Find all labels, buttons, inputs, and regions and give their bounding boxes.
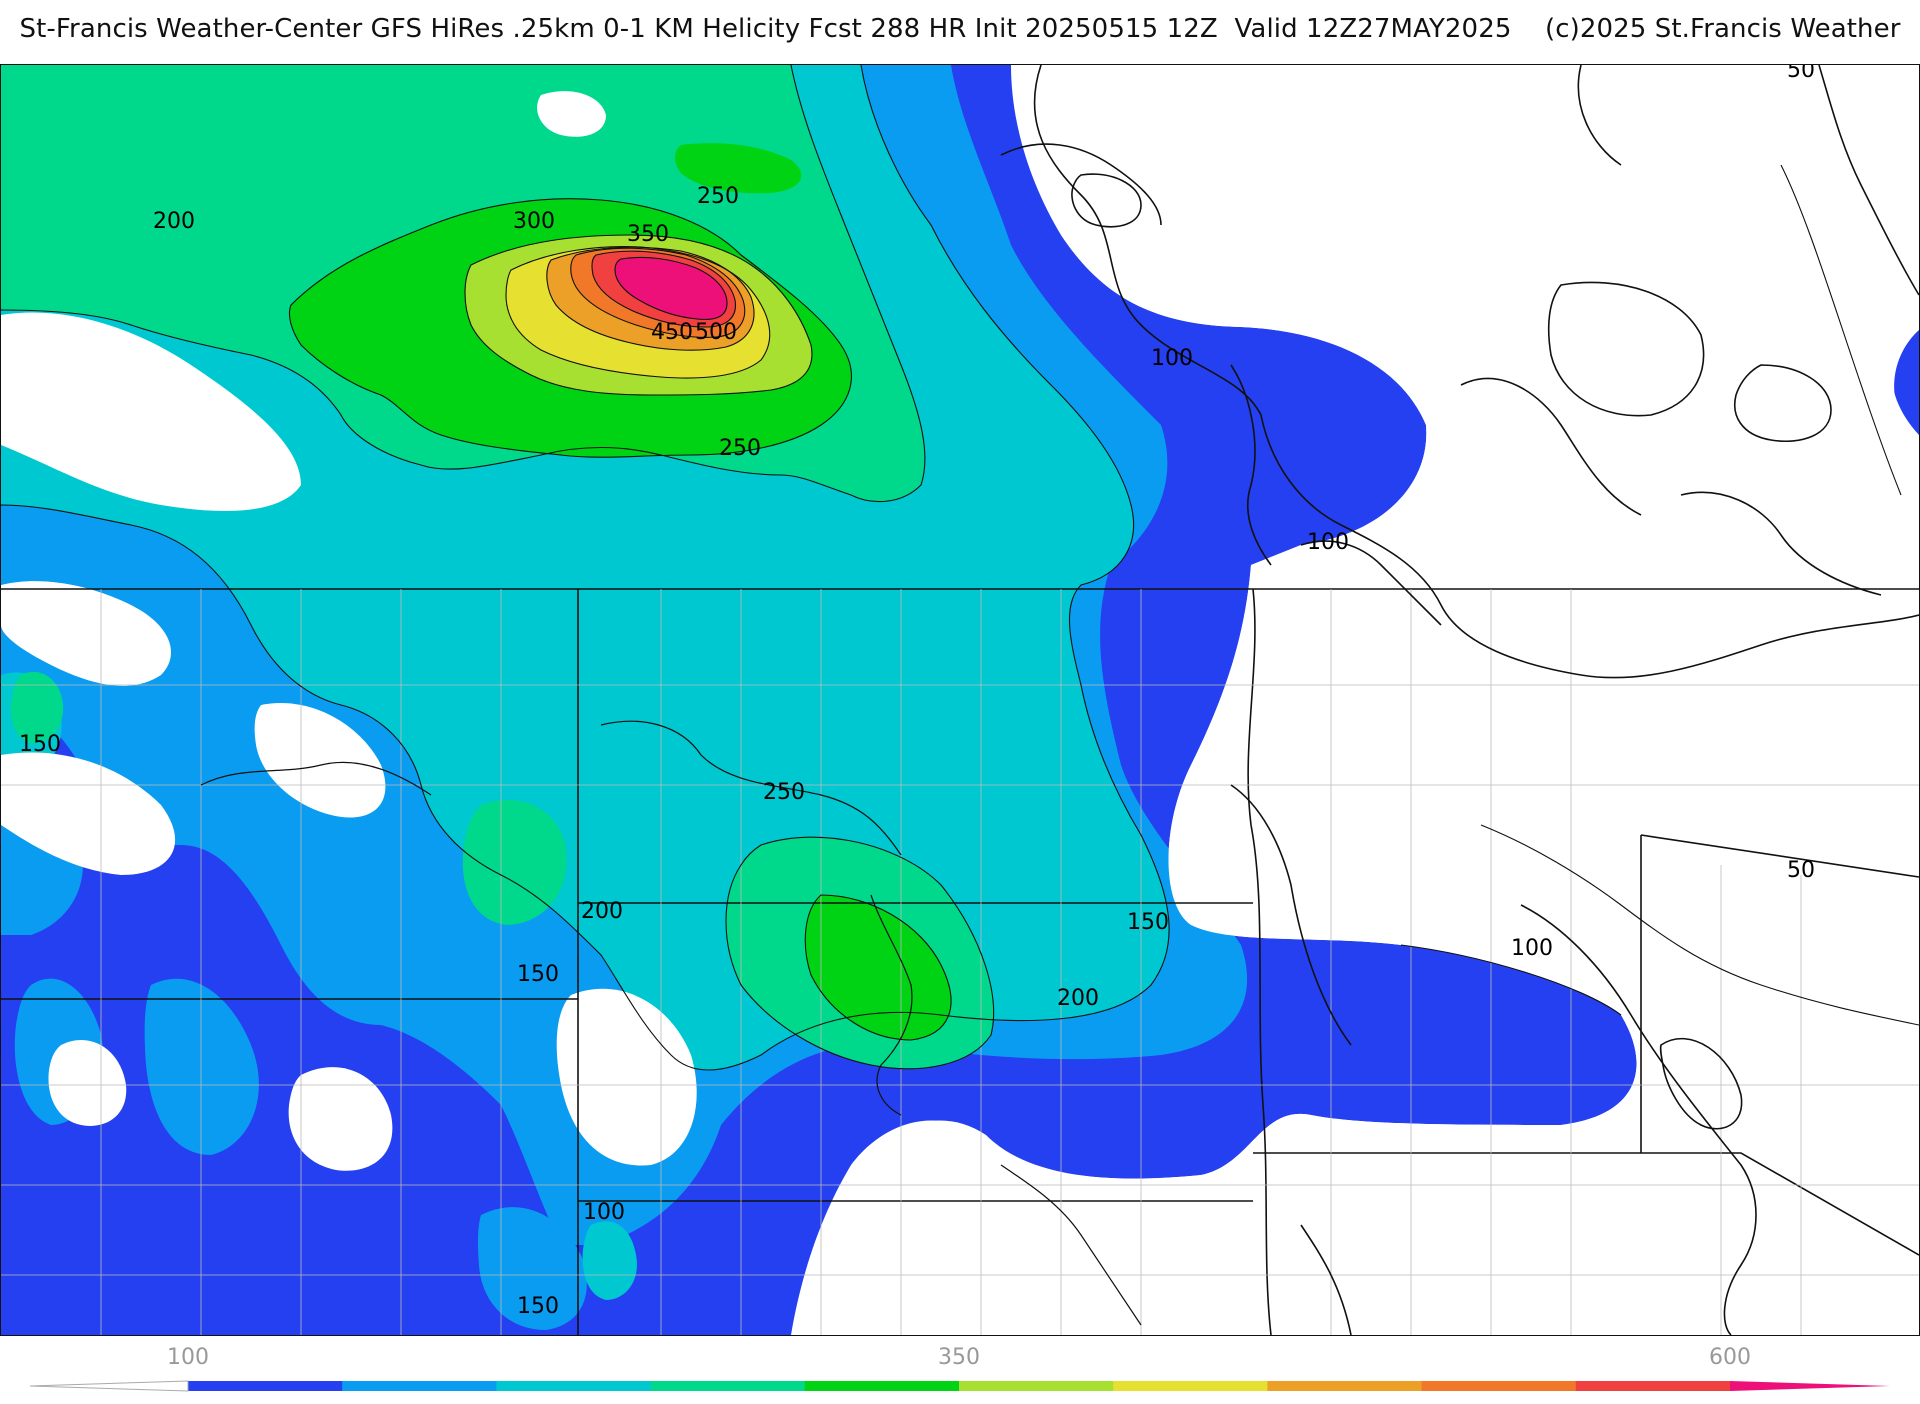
colorbar-band (1267, 1381, 1423, 1391)
contour-label: 500 (695, 320, 737, 345)
contour-label: 100 (583, 1200, 625, 1225)
colorbar-band (959, 1381, 1114, 1391)
contour-label: 250 (697, 184, 739, 209)
helicity-map: 200 300 350 250 450 500 250 100 100 50 1… (0, 64, 1920, 1336)
contour-label: 150 (517, 1294, 559, 1319)
colorbar-band (342, 1381, 497, 1391)
contour-label: 300 (513, 209, 555, 234)
contour-label: 150 (517, 962, 559, 987)
state-boundaries (1, 588, 1919, 1335)
contour-lines (1, 65, 1919, 1071)
coastlines (1000, 65, 1919, 1335)
contour-label: 50 (1787, 65, 1815, 83)
colorbar-tick-label: 600 (1709, 1345, 1751, 1370)
colorbar-band (1113, 1381, 1268, 1391)
contour-label: 200 (153, 209, 195, 234)
colorbar-band (804, 1381, 960, 1391)
colorbar-tick-label: 350 (938, 1345, 980, 1370)
colorbar-tick-label: 100 (167, 1345, 209, 1370)
map-canvas: 200 300 350 250 450 500 250 100 100 50 1… (1, 65, 1919, 1335)
contour-labels: 200 300 350 250 450 500 250 100 100 50 1… (19, 65, 1815, 1319)
map-title: St-Francis Weather-Center GFS HiRes .25k… (19, 14, 1901, 44)
contour-label: 250 (719, 436, 761, 461)
contour-label: 200 (581, 899, 623, 924)
contour-label: 50 (1787, 858, 1815, 883)
colorbar-band (1575, 1381, 1731, 1391)
contour-label: 450 (651, 320, 693, 345)
contour-label: 150 (19, 732, 61, 757)
rivers (200, 720, 1142, 1326)
contour-label: 150 (1127, 910, 1169, 935)
colorbar-band (650, 1381, 806, 1391)
low-helicity-areas (1, 65, 1919, 1335)
color-legend: 100 350 600 (0, 1340, 1920, 1400)
colorbar-band (496, 1381, 652, 1391)
contour-label: 350 (627, 222, 669, 247)
colorbar-canvas: 100 350 600 (29, 1345, 1890, 1392)
colorbar-band (188, 1381, 343, 1391)
contour-label: 100 (1151, 346, 1193, 371)
helicity-band-600 (615, 257, 727, 320)
colorbar-high-arrow (1730, 1381, 1890, 1391)
contour-label: 100 (1511, 936, 1553, 961)
colorbar-band (1421, 1381, 1577, 1391)
contour-label: 100 (1307, 530, 1349, 555)
colorbar-low-arrow (29, 1380, 189, 1392)
contour-label: 250 (763, 780, 805, 805)
contour-label: 200 (1057, 986, 1099, 1011)
colorbar-bands (188, 1381, 1731, 1391)
